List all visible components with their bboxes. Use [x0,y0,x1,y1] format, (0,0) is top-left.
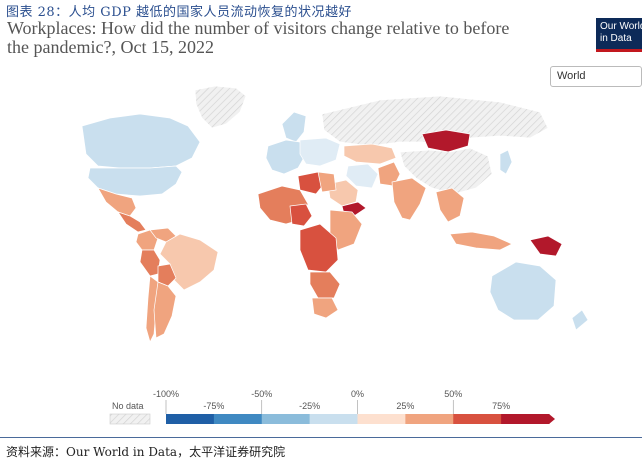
world-map [81,85,589,343]
legend-tick-label-bottom: -25% [299,401,320,411]
region-india[interactable] [391,177,427,221]
region-central-africa[interactable] [299,223,339,273]
owid-logo[interactable]: Our World in Data [596,18,642,52]
chart-title-line-2: the pandemic?, Oct 15, 2022 [7,37,214,57]
legend-tick-label-bottom: 25% [396,401,414,411]
logo-line-1: Our World [600,21,642,32]
legend-no-data-swatch [109,413,151,425]
legend-tick-label-top: 50% [444,389,462,399]
region-southeast-asia[interactable] [435,187,465,223]
region-mexico[interactable] [97,187,137,217]
logo-line-2: in Data [600,33,632,44]
legend-bin[interactable] [166,414,215,424]
region-iran[interactable] [345,163,379,189]
region-south-africa[interactable] [311,297,339,319]
region-china[interactable] [399,147,493,195]
region-greenland[interactable] [194,85,247,129]
region-selector-value: World [557,70,586,82]
region-southern-africa[interactable] [309,271,341,299]
legend-bin[interactable] [261,414,311,424]
legend-tick-label-bottom: -75% [203,401,224,411]
region-mongolia[interactable] [421,129,471,153]
legend-arrow [549,414,555,424]
legend-bin[interactable] [501,414,550,424]
source-line: 资料来源：Our World in Data，太平洋证券研究院 [0,437,642,460]
legend-bin[interactable] [405,414,454,424]
legend-bin[interactable] [357,414,406,424]
region-new-zealand[interactable] [571,309,589,331]
logo-accent-bar [596,49,642,52]
region-western-europe[interactable] [265,139,307,175]
region-selector[interactable]: World [550,66,642,87]
legend-tick-label-bottom: 75% [492,401,510,411]
legend-bin[interactable] [309,414,358,424]
region-egypt[interactable] [317,171,337,193]
chart-title-line-1: Workplaces: How did the number of visito… [7,18,510,38]
region-bolivia[interactable] [157,263,177,287]
figure-caption: 图表 28：人均 GDP 越低的国家人员流动恢复的状况越好 [6,5,352,20]
region-kazakhstan[interactable] [343,143,397,165]
legend-no-data-label: No data [112,401,144,411]
chart-title: Workplaces: How did the number of visito… [7,19,567,57]
region-papua-new-guinea[interactable] [529,235,563,257]
legend-tick-label-top: -100% [153,389,179,399]
region-russia[interactable] [321,95,549,147]
region-pakistan[interactable] [377,161,401,187]
region-central-america[interactable] [117,211,147,233]
legend-bin[interactable] [213,414,263,424]
region-japan[interactable] [499,149,513,175]
region-peru[interactable] [139,249,161,277]
legend-tick-label-top: -50% [251,389,272,399]
legend-tick-label-top: 0% [351,389,364,399]
region-nigeria[interactable] [289,203,313,227]
region-libya[interactable] [297,171,325,195]
color-legend: No data -100% -50% 0% 50% -75% -25% 25% 75% [109,389,555,425]
region-scandinavia[interactable] [281,111,307,143]
region-canada[interactable] [81,113,201,169]
region-united-states[interactable] [87,165,183,197]
region-eastern-europe[interactable] [299,137,341,167]
region-australia[interactable] [489,261,557,321]
legend-bin[interactable] [453,414,502,424]
map-regions [81,85,589,343]
region-argentina[interactable] [153,281,177,339]
region-indonesia[interactable] [449,231,513,251]
